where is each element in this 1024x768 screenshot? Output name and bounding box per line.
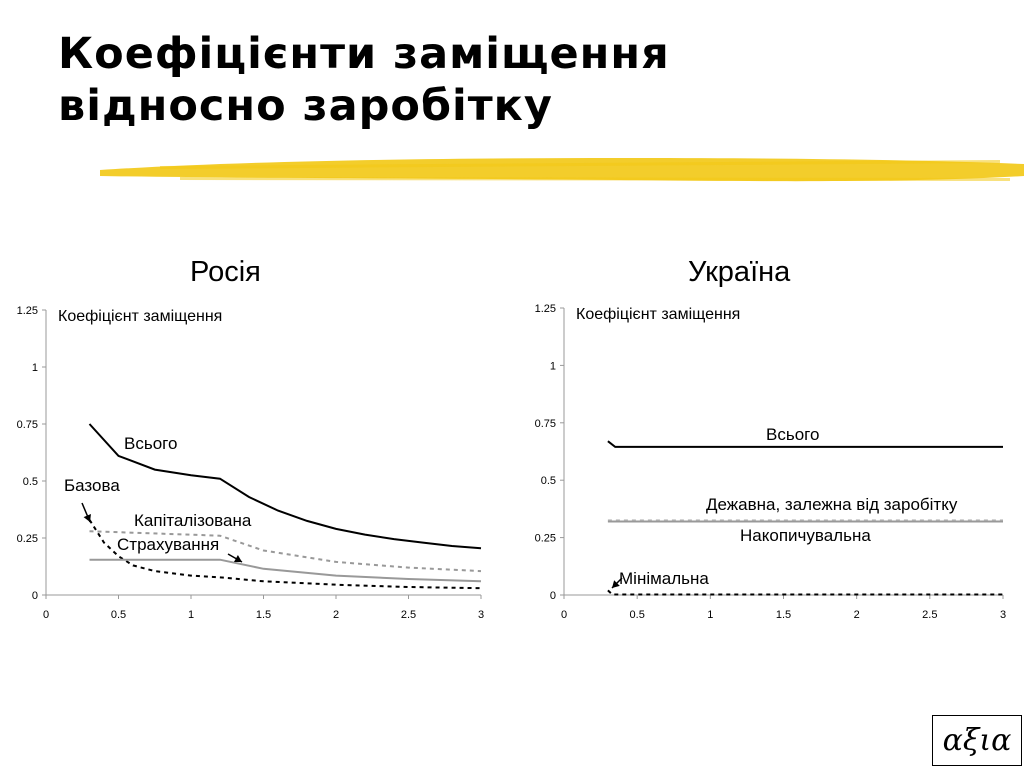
chart-russia: 0 0.25 0.5 0.75 1 1.25 0 0.5 1 1.5 2 2.5 3 Коефіцієнт… bbox=[17, 305, 484, 621]
y-tick-label: 0.75 bbox=[17, 419, 38, 431]
y-tick-label: 0.5 bbox=[23, 476, 38, 488]
series-line-4 bbox=[89, 558, 482, 583]
series-label: Дежавна, залежна від заробітку bbox=[706, 495, 958, 514]
series-line-2 bbox=[88, 519, 482, 590]
x-tick-label: 3 bbox=[1000, 609, 1006, 621]
label-arrow-head bbox=[612, 580, 620, 588]
series-label: Страхування bbox=[117, 535, 219, 554]
y-axis-label: Коефіцієнт заміщення bbox=[58, 308, 222, 325]
x-tick-label: 0.5 bbox=[630, 609, 645, 621]
series-label: Всього bbox=[124, 434, 177, 453]
x-tick-label: 1 bbox=[188, 609, 194, 621]
slide-title: Коефіцієнти заміщення відносно заробітку bbox=[58, 28, 670, 132]
slide-title-line-2: відносно заробітку bbox=[58, 81, 553, 131]
x-tick-label: 0.5 bbox=[111, 609, 126, 621]
y-tick-label: 0 bbox=[550, 590, 556, 602]
x-tick-label: 0 bbox=[43, 609, 49, 621]
x-tick-label: 2 bbox=[333, 609, 339, 621]
axia-logo: αξια bbox=[932, 715, 1022, 766]
y-tick-label: 1.25 bbox=[535, 303, 556, 315]
x-tick-label: 1.5 bbox=[256, 609, 271, 621]
y-tick-label: 1 bbox=[550, 360, 556, 372]
y-axis-label: Коефіцієнт заміщення bbox=[576, 306, 740, 323]
series-label: Базова bbox=[64, 476, 120, 495]
x-tick-label: 3 bbox=[478, 609, 484, 621]
x-tick-label: 0 bbox=[561, 609, 567, 621]
series-line-1 bbox=[88, 423, 482, 550]
y-tick-label: 0.25 bbox=[535, 533, 556, 545]
x-tick-label: 1.5 bbox=[776, 609, 791, 621]
y-tick-label: 0.75 bbox=[535, 418, 556, 430]
series-line-1 bbox=[607, 440, 1003, 448]
y-tick-label: 0 bbox=[32, 590, 38, 602]
chart-ukraine: 0 0.25 0.5 0.75 1 1.25 0 0.5 1 1.5 2 2.5 3 Коефіцієнт… bbox=[535, 303, 1006, 621]
y-tick-label: 1 bbox=[32, 362, 38, 374]
chart-title-ukraine: Україна bbox=[688, 256, 791, 288]
x-tick-label: 1 bbox=[707, 609, 713, 621]
series-label: Капіталізована bbox=[134, 511, 252, 530]
y-tick-label: 0.5 bbox=[541, 475, 556, 487]
chart-title-russia: Росія bbox=[190, 256, 261, 288]
y-tick-label: 1.25 bbox=[17, 305, 38, 317]
x-tick-label: 2 bbox=[854, 609, 860, 621]
series-label: Всього bbox=[766, 425, 819, 444]
series-label: Мінімальна bbox=[619, 569, 709, 588]
slide-title-line-1: Коефіцієнти заміщення bbox=[58, 29, 670, 79]
series-line-4 bbox=[607, 589, 1003, 596]
label-arrow-head bbox=[83, 513, 91, 522]
series-label: Накопичувальна bbox=[740, 526, 871, 545]
y-tick-label: 0.25 bbox=[17, 533, 38, 545]
title-highlight-stroke bbox=[100, 158, 1024, 182]
label-arrow-head bbox=[233, 555, 242, 562]
x-tick-label: 2.5 bbox=[922, 609, 937, 621]
x-tick-label: 2.5 bbox=[401, 609, 416, 621]
